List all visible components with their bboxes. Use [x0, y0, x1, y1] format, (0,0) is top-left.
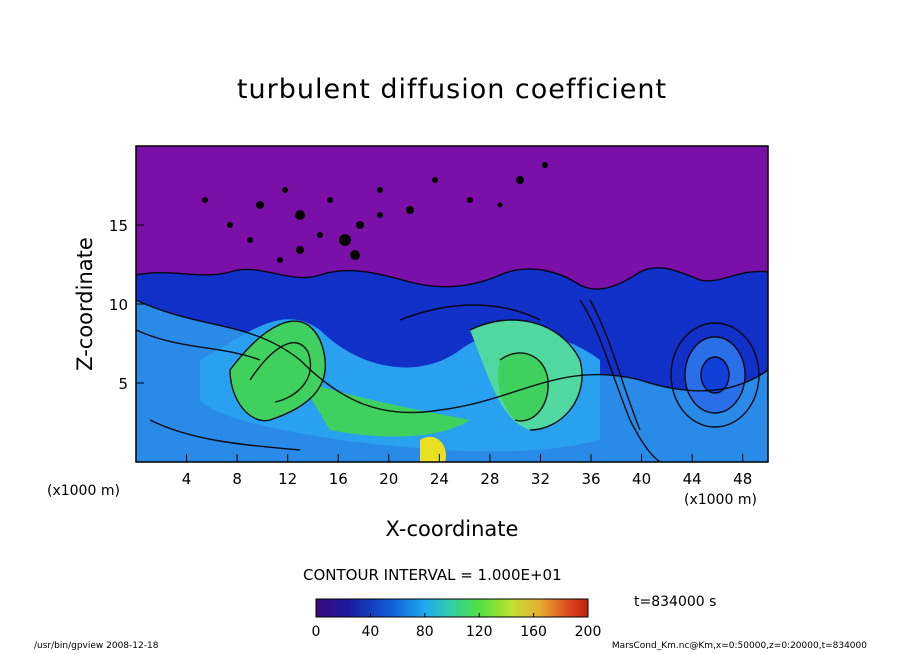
x-tick-label: 12	[278, 470, 297, 488]
contour-interval-label: CONTOUR INTERVAL = 1.000E+01	[303, 566, 562, 584]
x-tick-label: 24	[430, 470, 449, 488]
x-tick-label: 40	[632, 470, 651, 488]
x-tick-label: 20	[379, 470, 398, 488]
colorbar-tick-label: 160	[520, 624, 547, 640]
x-tick-label: 16	[329, 470, 348, 488]
footer-program: /usr/bin/gpview 2008-12-18	[34, 641, 159, 651]
colorbar-tick-label: 120	[466, 624, 493, 640]
y-tick-label: 5	[118, 375, 128, 393]
y-tick-label: 15	[109, 217, 128, 235]
x-axis-ticks: 4 8 12 16 20 24 28 32 36 40 44 48	[182, 454, 752, 488]
colorbar	[315, 598, 589, 618]
x-axis-label: X-coordinate	[386, 517, 519, 541]
x-axis-unit-right: (x1000 m)	[684, 492, 757, 508]
colorbar-tick-label: 40	[361, 624, 379, 640]
x-tick-label: 36	[581, 470, 600, 488]
x-tick-label: 48	[733, 470, 752, 488]
x-tick-label: 28	[480, 470, 499, 488]
colorbar-tick-label: 200	[575, 624, 602, 640]
colorbar-tick-label: 0	[312, 624, 321, 640]
chart-title: turbulent diffusion coefficient	[236, 74, 668, 105]
colorbar-ticks: 0 40 80 120 160 200	[312, 613, 602, 640]
x-tick-label: 44	[683, 470, 702, 488]
x-tick-label: 32	[531, 470, 550, 488]
y-axis-label: Z-coordinate	[73, 237, 97, 371]
x-tick-label: 4	[182, 470, 192, 488]
x-tick-label: 8	[232, 470, 242, 488]
footer-source: MarsCond_Km.nc@Km,x=0:50000,z=0:20000,t=…	[611, 641, 867, 651]
heatmap-field	[136, 146, 768, 462]
y-axis-ticks: 5 10 15	[109, 217, 144, 393]
x-axis-unit-left: (x1000 m)	[47, 483, 120, 499]
y-tick-label: 10	[109, 296, 128, 314]
time-label: t=834000 s	[634, 594, 717, 610]
colorbar-tick-label: 80	[416, 624, 434, 640]
